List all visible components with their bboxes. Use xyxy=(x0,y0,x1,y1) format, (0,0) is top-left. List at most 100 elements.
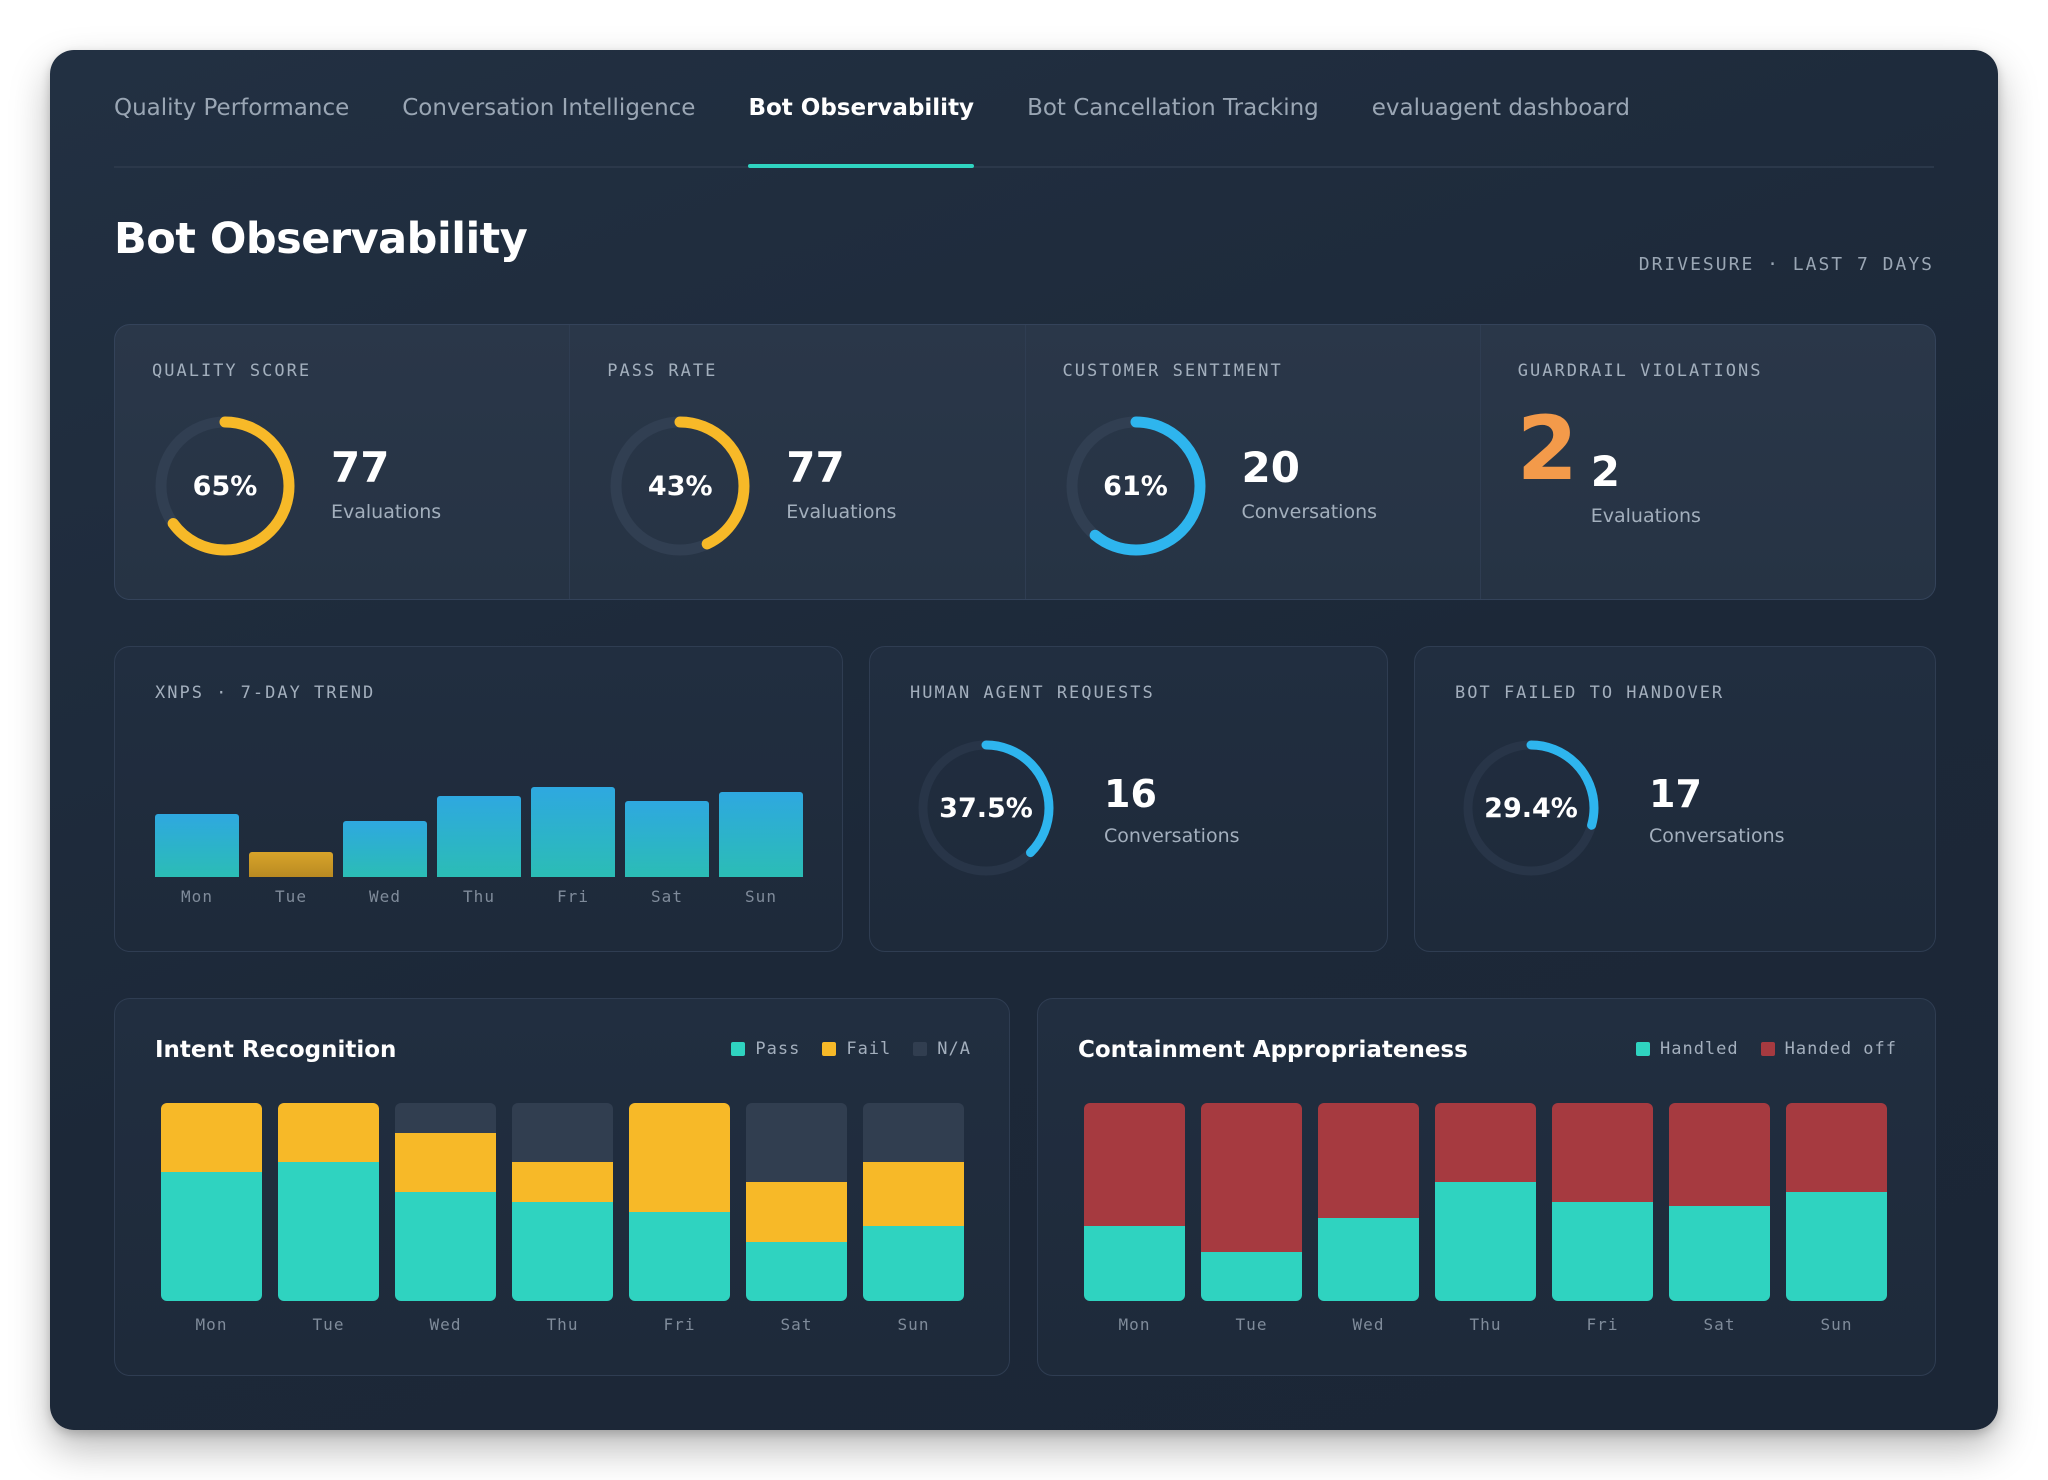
xnps-bar-wed[interactable] xyxy=(343,820,427,877)
legend-label: N/A xyxy=(937,1039,971,1059)
containment-tick-label: Thu xyxy=(1469,1315,1502,1334)
containment-segment-handed-off xyxy=(1318,1103,1419,1218)
xnps-tick-label: Tue xyxy=(275,887,307,906)
tab-bot-cancellation-tracking[interactable]: Bot Cancellation Tracking xyxy=(1027,95,1319,121)
kpi-value: 77 xyxy=(786,443,845,492)
containment-segment-handled xyxy=(1201,1251,1302,1301)
containment-legend: Handled Handed off xyxy=(1635,1039,1897,1059)
na-swatch xyxy=(913,1042,928,1056)
intent-bar-fri[interactable] xyxy=(629,1103,730,1301)
xnps-bar-sat[interactable] xyxy=(625,801,709,877)
intent-segment-n-a xyxy=(512,1103,613,1163)
xnps-label: XNPS · 7-DAY TREND xyxy=(155,683,376,703)
value: 16 xyxy=(1104,772,1157,816)
kpi-customer-sentiment[interactable]: CUSTOMER SENTIMENT 61% 20 Conversations xyxy=(1026,325,1481,599)
intent-legend: Pass Fail N/A xyxy=(731,1039,971,1059)
xnps-bar-sun[interactable] xyxy=(719,792,803,877)
human-agent-requests-card[interactable]: HUMAN AGENT REQUESTS 37.5% 16 Conversati… xyxy=(869,646,1388,952)
intent-chart: Mon Tue Wed Thu Fri Sat Sun xyxy=(115,999,1009,1375)
tab-bar: Quality Performance Conversation Intelli… xyxy=(114,50,1934,168)
context-label: DRIVESURE · LAST 7 DAYS xyxy=(1638,254,1934,275)
kpi-unit: Evaluations xyxy=(1590,505,1701,527)
kpi-quality-score[interactable]: QUALITY SCORE 65% 77 Evaluations xyxy=(115,325,571,599)
xnps-trend-card[interactable]: XNPS · 7-DAY TREND Mon Tue Wed Thu Fri Sat Sun xyxy=(114,646,843,952)
intent-tick-label: Tue xyxy=(312,1315,345,1334)
pass-swatch xyxy=(731,1042,746,1056)
gauge-percent: 37.5% xyxy=(939,792,1033,824)
intent-tick-label: Sun xyxy=(897,1315,930,1334)
kpi-value: 2 xyxy=(1590,447,1620,496)
containment-segment-handed-off xyxy=(1786,1103,1887,1193)
intent-segment-n-a xyxy=(395,1103,496,1133)
xnps-tick-label: Sun xyxy=(745,887,777,906)
handover-gauge: 29.4% xyxy=(1460,737,1602,879)
dashboard-window: Quality Performance Conversation Intelli… xyxy=(50,50,1998,1430)
xnps-bar-mon[interactable] xyxy=(155,814,239,877)
legend-fail: Fail xyxy=(822,1039,891,1059)
containment-bar-wed[interactable] xyxy=(1318,1103,1419,1301)
legend-handed-off: Handed off xyxy=(1760,1039,1897,1059)
containment-bar-sun[interactable] xyxy=(1786,1103,1887,1301)
guardrail-big-number: 2 xyxy=(1516,397,1578,500)
intent-recognition-card[interactable]: Intent Recognition Pass Fail N/A Mon Tue W… xyxy=(114,998,1010,1376)
kpi-label: QUALITY SCORE xyxy=(152,361,312,381)
xnps-bar-thu[interactable] xyxy=(437,795,521,877)
quality-score-gauge: 65% xyxy=(152,413,298,559)
gauge-percent: 43% xyxy=(647,470,713,502)
containment-bar-fri[interactable] xyxy=(1552,1103,1653,1301)
containment-chart: Mon Tue Wed Thu Fri Sat Sun xyxy=(1038,999,1935,1375)
intent-segment-n-a xyxy=(863,1103,964,1163)
tab-conversation-intelligence[interactable]: Conversation Intelligence xyxy=(402,95,696,121)
containment-tick-label: Wed xyxy=(1352,1315,1385,1334)
kpi-unit: Evaluations xyxy=(786,501,897,523)
xnps-bar-fri[interactable] xyxy=(531,786,615,877)
gauge-percent: 61% xyxy=(1103,470,1168,502)
intent-tick-label: Wed xyxy=(429,1315,462,1334)
intent-segment-pass xyxy=(746,1241,847,1301)
containment-bar-sat[interactable] xyxy=(1669,1103,1770,1301)
customer-sentiment-gauge: 61% xyxy=(1063,413,1209,559)
page-title: Bot Observability xyxy=(114,214,528,264)
intent-bar-mon[interactable] xyxy=(161,1103,262,1301)
intent-bar-tue[interactable] xyxy=(278,1103,379,1301)
containment-segment-handed-off xyxy=(1669,1103,1770,1206)
card-label: HUMAN AGENT REQUESTS xyxy=(910,683,1155,703)
intent-tick-label: Fri xyxy=(663,1315,696,1334)
intent-bar-wed[interactable] xyxy=(395,1103,496,1301)
kpi-value: 77 xyxy=(331,443,390,492)
intent-segment-pass xyxy=(629,1211,730,1301)
handed-off-swatch xyxy=(1760,1042,1775,1056)
unit: Conversations xyxy=(1104,825,1240,847)
containment-bar-mon[interactable] xyxy=(1084,1103,1185,1301)
legend-label: Fail xyxy=(846,1039,892,1059)
containment-tick-label: Sun xyxy=(1820,1315,1853,1334)
tab-evaluagent-dashboard[interactable]: evaluagent dashboard xyxy=(1371,95,1631,121)
containment-segment-handed-off xyxy=(1435,1103,1536,1183)
intent-tick-label: Thu xyxy=(546,1315,579,1334)
intent-bar-thu[interactable] xyxy=(512,1103,613,1301)
kpi-label: CUSTOMER SENTIMENT xyxy=(1062,361,1283,381)
kpi-guardrail-violations[interactable]: GUARDRAIL VIOLATIONS 2 2 Evaluations xyxy=(1481,325,1935,599)
containment-segment-handled xyxy=(1669,1205,1770,1301)
intent-bar-sun[interactable] xyxy=(863,1103,964,1301)
gauge-percent: 65% xyxy=(192,470,258,502)
containment-card[interactable]: Containment Appropriateness Handled Hand… xyxy=(1037,998,1936,1376)
value: 17 xyxy=(1649,772,1702,816)
containment-bar-thu[interactable] xyxy=(1435,1103,1536,1301)
containment-tick-label: Mon xyxy=(1118,1315,1151,1334)
containment-bar-tue[interactable] xyxy=(1201,1103,1302,1301)
containment-tick-label: Sat xyxy=(1703,1315,1736,1334)
intent-segment-pass xyxy=(278,1162,379,1301)
pass-rate-gauge: 43% xyxy=(607,413,753,559)
intent-bar-sat[interactable] xyxy=(746,1103,847,1301)
bot-failed-handover-card[interactable]: BOT FAILED TO HANDOVER 29.4% 17 Conversa… xyxy=(1414,646,1936,952)
legend-label: Handled xyxy=(1659,1039,1739,1059)
tab-quality-performance[interactable]: Quality Performance xyxy=(114,95,350,121)
containment-segment-handled xyxy=(1084,1225,1185,1301)
kpi-pass-rate[interactable]: PASS RATE 43% 77 Evaluations xyxy=(570,325,1026,599)
intent-segment-pass xyxy=(863,1225,964,1301)
tab-bot-observability[interactable]: Bot Observability xyxy=(748,50,974,168)
unit: Conversations xyxy=(1649,825,1785,847)
xnps-bar-tue[interactable] xyxy=(249,851,333,877)
containment-tick-label: Fri xyxy=(1586,1315,1619,1334)
